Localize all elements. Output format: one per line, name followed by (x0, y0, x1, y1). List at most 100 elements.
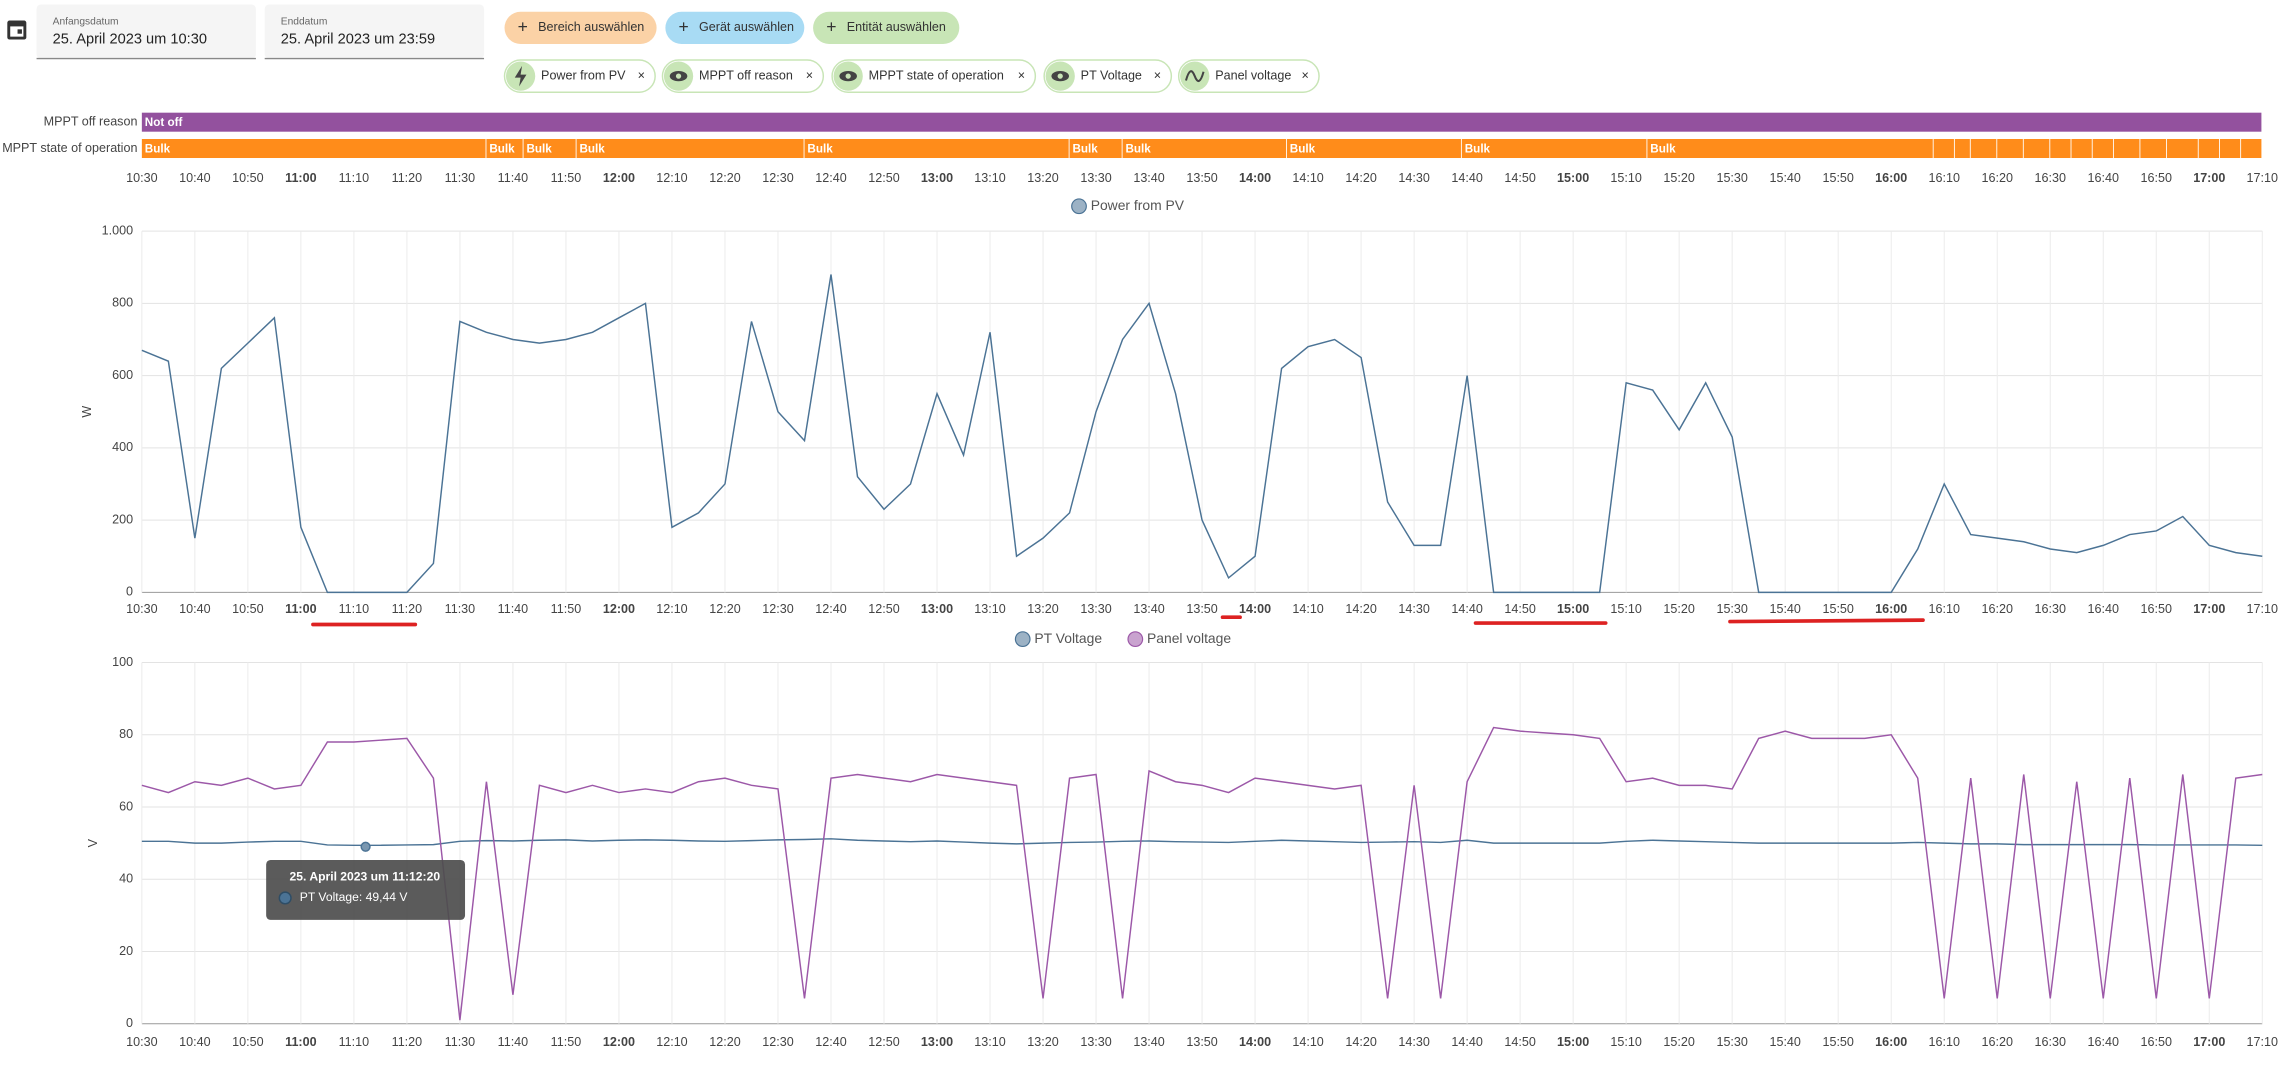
segment-label: Bulk (1650, 142, 1676, 155)
data-line (141, 726, 2263, 1021)
x-tick-label: 15:20 (1663, 602, 1694, 616)
x-tick-label: 11:10 (339, 171, 370, 185)
end-date-input[interactable]: Enddatum 25. April 2023 um 23:59 (264, 4, 485, 60)
x-tick-label: 14:40 (1451, 1035, 1482, 1049)
segment-label: Bulk (1465, 142, 1491, 155)
start-date-input[interactable]: Anfangsdatum 25. April 2023 um 10:30 (36, 4, 256, 60)
timeline-segment[interactable] (1122, 139, 1287, 159)
timeline-label: MPPT state of operation (2, 141, 137, 155)
y-tick-label: 0 (126, 1016, 133, 1030)
chip[interactable]: PT Voltage × (1043, 59, 1173, 93)
x-tick-label: 11:30 (445, 171, 476, 185)
x-tick-label: 10:30 (126, 602, 157, 616)
device-button[interactable]: + Gerät auswählen (665, 11, 805, 44)
x-tick-label: 13:50 (1186, 602, 1217, 616)
x-tick-label: 16:20 (1982, 1035, 2013, 1049)
annotations (311, 615, 1925, 627)
x-tick-label: 16:30 (2035, 1035, 2066, 1049)
y-tick-label: 400 (112, 440, 133, 454)
timeline-segment[interactable] (2092, 139, 2113, 159)
timeline-segment[interactable] (141, 112, 2262, 132)
x-tick-label: 12:50 (868, 1035, 899, 1049)
legend-swatch[interactable] (1127, 631, 1144, 648)
chip[interactable]: Panel voltage × (1177, 59, 1320, 93)
x-tick-label: 12:50 (868, 602, 899, 616)
x-tick-label: 15:00 (1557, 1035, 1589, 1049)
x-tick-label: 17:00 (2193, 602, 2225, 616)
y-tick-label: 200 (112, 512, 133, 526)
x-tick-label: 15:30 (1716, 1035, 1747, 1049)
chip-label: PT Voltage (1081, 68, 1142, 82)
x-tick-label: 11:20 (392, 171, 423, 185)
x-tick-label: 14:30 (1398, 602, 1429, 616)
timeline-segment[interactable] (2023, 139, 2050, 159)
segment-label: Bulk (1072, 142, 1098, 155)
timeline-segment[interactable] (2241, 139, 2262, 159)
x-tick-label: 15:40 (1769, 602, 1800, 616)
y-tick-label: 60 (119, 799, 133, 813)
x-tick-label: 14:30 (1398, 1035, 1429, 1049)
timeline-segment[interactable] (1647, 139, 1933, 159)
x-tick-label: 13:20 (1027, 171, 1058, 185)
timeline-segment[interactable] (2113, 139, 2140, 159)
chip[interactable]: Power from PV × (503, 59, 656, 93)
timeline-segment[interactable] (1954, 139, 1970, 159)
x-tick-label: 13:30 (1080, 1035, 1111, 1049)
x-tick-label: 16:30 (2035, 171, 2066, 185)
x-tick-label: 11:50 (551, 602, 582, 616)
timeline-segment[interactable] (1997, 139, 2023, 159)
timeline-segment[interactable] (1461, 139, 1647, 159)
segment-label: Not off (145, 116, 183, 129)
x-tick-label: 11:00 (285, 171, 316, 185)
legend-swatch[interactable] (1014, 631, 1031, 648)
timeline-segment[interactable] (2050, 139, 2071, 159)
chip[interactable]: MPPT off reason × (661, 59, 825, 93)
x-tick-label: 13:20 (1027, 1035, 1058, 1049)
timeline-segment[interactable] (2219, 139, 2241, 159)
timeline-segment[interactable] (486, 139, 523, 159)
x-tick-label: 12:50 (868, 171, 899, 185)
x-tick-label: 15:50 (1822, 1035, 1853, 1049)
legend-label[interactable]: Panel voltage (1147, 630, 1231, 646)
x-tick-label: 14:20 (1345, 171, 1376, 185)
legend-swatch[interactable] (1071, 198, 1087, 215)
x-tick-label: 11:40 (498, 171, 529, 185)
tooltip-line: PT Voltage: 49,44 V (300, 890, 409, 904)
timeline-segment[interactable] (523, 139, 576, 159)
legend-label[interactable]: Power from PV (1091, 197, 1185, 213)
x-tick-label: 16:20 (1982, 602, 2013, 616)
calendar-icon[interactable] (7, 20, 27, 40)
y-tick-label: 80 (119, 727, 133, 741)
timeline-segment[interactable] (1933, 139, 1954, 159)
timeline-segment[interactable] (2198, 139, 2220, 159)
timeline-segment[interactable] (1069, 139, 1122, 159)
area-button[interactable]: + Bereich auswählen (504, 11, 657, 44)
x-tick-label: 13:10 (974, 602, 1005, 616)
timeline-segment[interactable] (2140, 139, 2166, 159)
data-line (141, 274, 2263, 594)
x-tick-label: 15:00 (1557, 602, 1589, 616)
timeline-segment[interactable] (576, 139, 804, 159)
x-tick-label: 11:40 (498, 1035, 529, 1049)
timeline-segment[interactable] (804, 139, 1069, 159)
x-tick-label: 12:20 (709, 1035, 740, 1049)
x-tick-label: 11:30 (445, 1035, 476, 1049)
segment-label: Bulk (579, 142, 605, 155)
legend-label[interactable]: PT Voltage (1034, 630, 1102, 646)
timeline-segment[interactable] (2071, 139, 2092, 159)
entity-button[interactable]: + Entität auswählen (813, 11, 960, 44)
timeline-segment[interactable] (1286, 139, 1461, 159)
data-line (141, 838, 2263, 847)
x-tick-label: 16:10 (1929, 1035, 1960, 1049)
timeline-segment[interactable] (2166, 139, 2198, 159)
hover-point (360, 841, 371, 852)
svg-text:×: × (1018, 68, 1025, 82)
x-tick-label: 13:10 (974, 1035, 1005, 1049)
timeline-segment[interactable] (141, 139, 486, 159)
x-tick-label: 16:10 (1929, 602, 1960, 616)
x-tick-label: 12:30 (762, 1035, 793, 1049)
x-tick-label: 14:00 (1239, 602, 1271, 616)
chip[interactable]: MPPT state of operation × (831, 59, 1037, 93)
timeline-segment[interactable] (1970, 139, 1997, 159)
svg-text:+: + (826, 17, 836, 37)
